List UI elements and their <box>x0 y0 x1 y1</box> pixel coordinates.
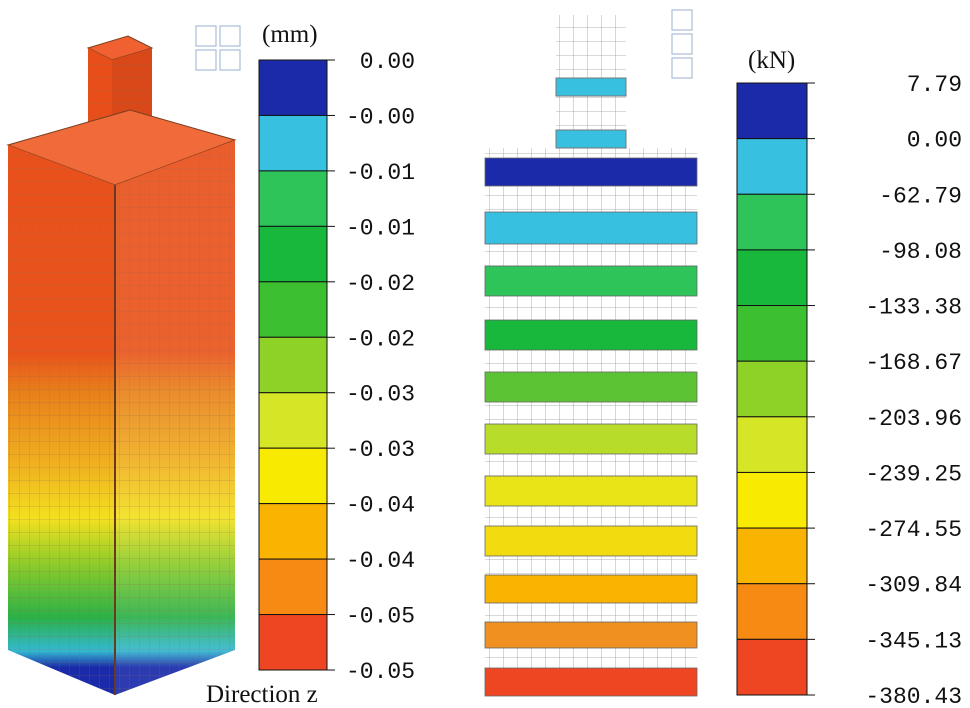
legend-label: -309.84 <box>865 573 962 599</box>
legend-label: -380.43 <box>865 684 962 708</box>
color-band <box>259 171 327 226</box>
legend-label: -133.38 <box>865 295 962 321</box>
legend-label: -0.03 <box>346 437 415 463</box>
left-unit: (mm) <box>262 21 318 48</box>
legend-label: 7.79 <box>907 72 962 98</box>
color-band <box>259 448 327 503</box>
color-band <box>737 306 807 362</box>
color-band <box>737 194 807 250</box>
color-band <box>737 361 807 417</box>
caption: Direction z <box>206 681 318 708</box>
legend-label: -0.02 <box>346 271 415 297</box>
legend-label: -0.02 <box>346 326 415 352</box>
color-band <box>259 504 327 559</box>
legend-label: -0.04 <box>346 493 415 519</box>
color-band <box>259 393 327 448</box>
color-band <box>259 559 327 614</box>
color-band <box>259 615 327 670</box>
legend-label: -203.96 <box>865 406 962 432</box>
legend-label: -239.25 <box>865 461 962 487</box>
legend-label: -0.01 <box>346 215 415 241</box>
color-band <box>259 60 327 115</box>
color-band <box>737 472 807 528</box>
right-unit: (kN) <box>748 47 795 74</box>
color-band <box>737 250 807 306</box>
legend-label: 0.00 <box>360 49 415 75</box>
legend-label: -62.79 <box>879 183 962 209</box>
force-model <box>485 15 697 696</box>
color-band <box>737 528 807 584</box>
color-band <box>737 139 807 195</box>
legend-label: -0.05 <box>346 659 415 685</box>
legend-label: -98.08 <box>879 239 962 265</box>
color-band <box>737 639 807 695</box>
legend-label: -0.00 <box>346 104 415 130</box>
legend-label: -0.01 <box>346 160 415 186</box>
figure: (mm) Direction z (kN) 0.00 -0.00 -0.01 -0.0… <box>0 0 970 708</box>
legend-label: -0.04 <box>346 548 415 574</box>
color-band <box>737 417 807 473</box>
color-band <box>259 282 327 337</box>
legend-label: -0.05 <box>346 604 415 630</box>
legend-label: -345.13 <box>865 628 962 654</box>
legend-label: -0.03 <box>346 382 415 408</box>
color-band <box>259 115 327 170</box>
color-band <box>737 83 807 139</box>
legend-label: -168.67 <box>865 350 962 376</box>
color-band <box>737 584 807 640</box>
color-band <box>259 337 327 392</box>
legend-label: 0.00 <box>907 128 962 154</box>
color-band <box>259 226 327 281</box>
legend-label: -274.55 <box>865 517 962 543</box>
displacement-model <box>8 36 235 695</box>
